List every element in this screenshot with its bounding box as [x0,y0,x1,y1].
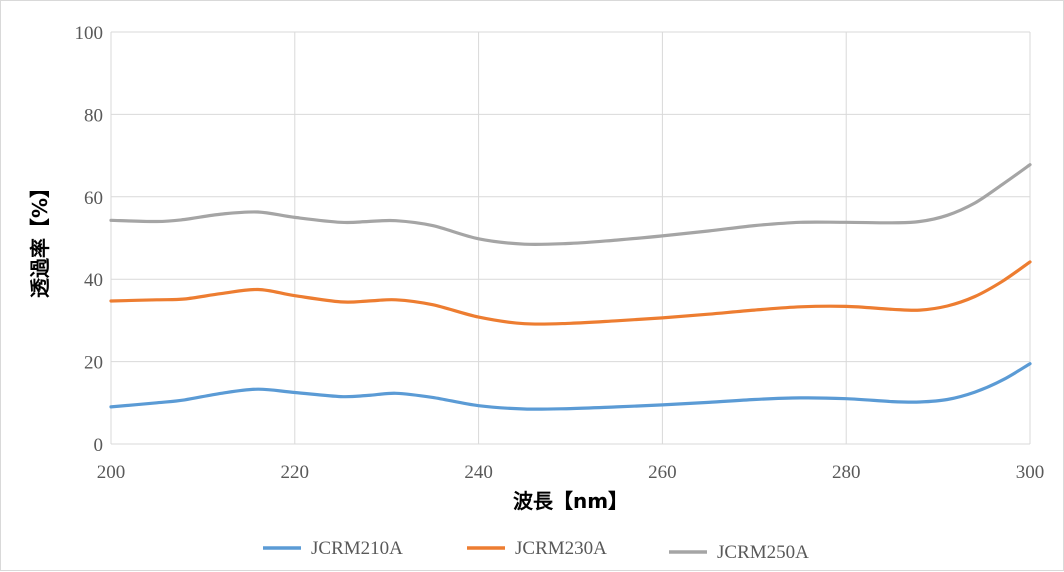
legend-label: JCRM250A [717,542,809,563]
y-tick-label: 0 [94,435,104,456]
legend-label: JCRM230A [515,538,607,559]
y-tick-label: 100 [75,23,104,44]
y-tick-label: 40 [84,270,103,291]
x-tick-label: 240 [464,462,493,483]
y-tick-label: 20 [84,353,103,374]
series-line-jcrm250a [109,163,1032,247]
x-tick-label: 220 [281,462,310,483]
series-line-jcrm230a [109,260,1032,326]
gridlines [110,31,1031,445]
y-tick-label: 80 [84,105,103,126]
legend-item-jcrm230a: JCRM230A [467,538,607,559]
x-tick-label: 300 [1016,462,1045,483]
y-axis-title: 透過率【%】 [28,178,52,298]
x-axis-title: 波長【nm】 [513,489,628,513]
legend-item-jcrm250a: JCRM250A [669,542,809,563]
legend-label: JCRM210A [311,538,403,559]
x-tick-label: 280 [832,462,861,483]
legend-item-jcrm210a: JCRM210A [263,538,403,559]
legend: JCRM210A JCRM230A JCRM250A [263,538,809,563]
tick-labels: 0 20 40 60 80 100 200 220 240 260 280 300 [75,23,1045,483]
x-tick-label: 260 [648,462,677,483]
series-lines [109,163,1032,411]
x-tick-label: 200 [97,462,126,483]
series-line-jcrm210a [109,362,1032,411]
y-tick-label: 60 [84,188,103,209]
